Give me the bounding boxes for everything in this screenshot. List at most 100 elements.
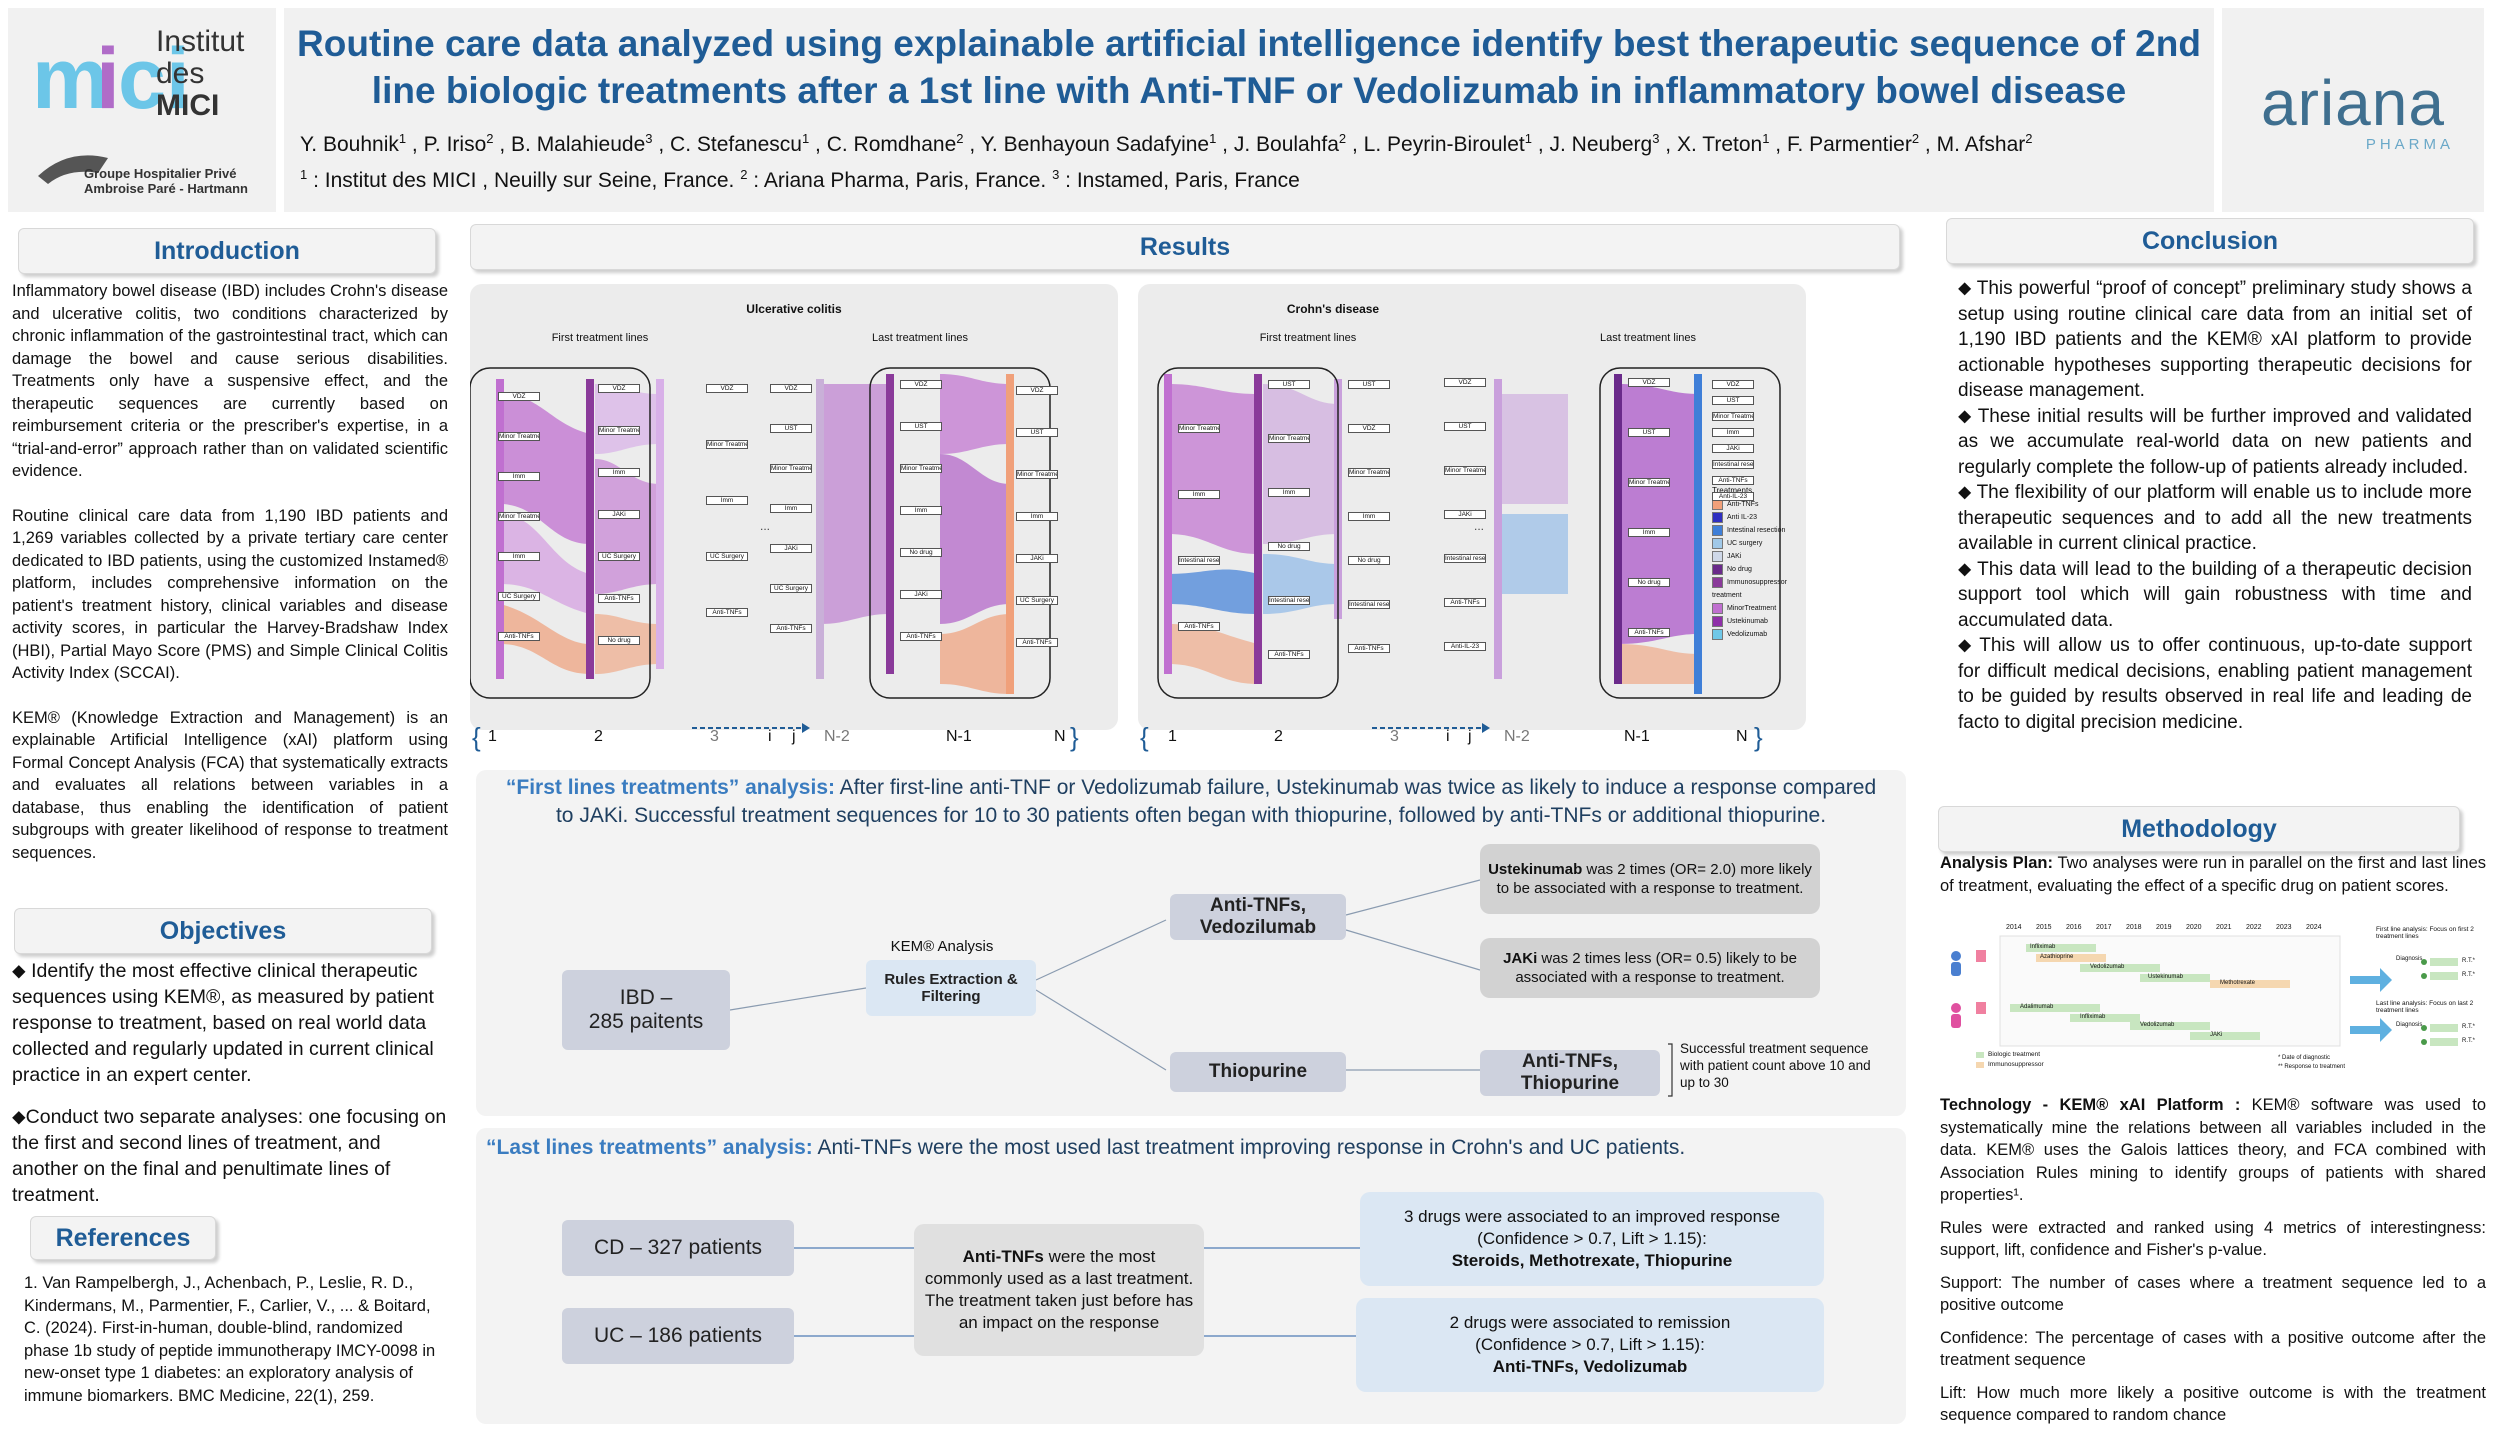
legend-label: Ustekinumab <box>1727 618 1768 625</box>
sankey-node-label: Anti-TNFs <box>1712 476 1754 485</box>
logo-sub1: Groupe Hospitalier Privé <box>84 166 237 181</box>
sankey-node-label: UC Surgery <box>598 552 640 561</box>
legend-item: Intestinal resection <box>1712 524 1804 537</box>
uc-node-col6 <box>1006 374 1014 694</box>
last-lines-connectors <box>794 1247 1360 1337</box>
poster-header: m i ci Institut des MICI Groupe Hospital… <box>8 8 2484 212</box>
sankey-node-label: Minor Treatment <box>900 464 942 473</box>
sankey-node-label: Intestinal resection <box>1444 554 1486 563</box>
sankey-node-label: No drug <box>900 548 942 557</box>
logo-line3: MICI <box>156 89 220 122</box>
sankey-node-label: Minor Treatment <box>1712 412 1754 421</box>
sankey-node-label: Anti-TNFs <box>1268 650 1310 659</box>
sankey-node-label: VDZ <box>1712 380 1754 389</box>
uc-axis-label-3: 3 <box>710 728 719 745</box>
treatment-legend: Treatments Anti-TNFs Anti IL-23 Intestinal… <box>1712 486 1804 641</box>
objective-item-1: ⬥ Identify the most effective clinical t… <box>12 960 434 1086</box>
author-affiliation-number: 1 <box>1209 131 1217 146</box>
sankey-node-label: Anti-TNFs <box>498 632 540 641</box>
jaki-bold: JAKi <box>1503 950 1538 967</box>
cd-axis-label-n2: N-2 <box>1504 728 1530 745</box>
cd-axis-label-i: i <box>1446 728 1450 745</box>
uc-axis-brace-right: } <box>1070 722 1079 752</box>
logo-line2: des <box>156 57 205 90</box>
conclusion-item-5: ⬥ This will allow us to offer continuous… <box>1958 635 2472 733</box>
legend-label: Anti IL-23 <box>1727 514 1757 521</box>
svg-text:m: m <box>32 31 108 127</box>
timeline-notes: * Date of diagnostic ** Response to trea… <box>2278 1054 2345 1072</box>
author-affiliation-number: 1 <box>1524 131 1532 146</box>
timeline-bar-label: Azathioprine <box>2040 954 2074 960</box>
institut-mici-logo: m i ci Institut des MICI Groupe Hospital… <box>8 8 276 212</box>
sankey-node-label: Anti-TNFs <box>1628 628 1670 637</box>
success-note: Successful treatment sequence with patie… <box>1680 1041 1871 1090</box>
sankey-node-label: Imm <box>498 552 540 561</box>
cd-first-bracket <box>1157 367 1339 699</box>
uc-node-col4 <box>816 379 824 679</box>
intro-paragraph-2: Routine clinical care data from 1,190 IB… <box>12 506 448 683</box>
uc-node-col2 <box>586 379 594 679</box>
legend-label: MinorTreatment <box>1727 605 1777 612</box>
sankey-node-label: Minor Treatment <box>598 426 640 435</box>
sankey-node-label: Imm <box>1628 528 1670 537</box>
author-affiliation-number: 2 <box>956 131 964 146</box>
uc-axis-label-1: 1 <box>488 728 497 745</box>
sankey-node-label: Minor Treatment <box>706 440 748 449</box>
lift-text: Lift: How much more likely a positive ou… <box>1940 1383 2486 1425</box>
legend-item: Vedolizumab <box>1712 628 1804 641</box>
sankey-node-label: VDZ <box>770 384 812 393</box>
sankey-node-label: Intestinal resection <box>1268 596 1310 605</box>
sankey-node-label: UC Surgery <box>706 552 748 561</box>
objectives-heading: Objectives <box>14 908 432 954</box>
timeline-bar-label: Adalimumab <box>2020 1004 2054 1010</box>
affiliation-number: 1 <box>300 167 308 182</box>
title-area: Routine care data analyzed using explain… <box>284 8 2214 212</box>
sankey-node-label: Imm <box>1016 512 1058 521</box>
remission-box: 2 drugs were associated to remission (Co… <box>1356 1298 1824 1392</box>
affiliation-number: 3 <box>1052 167 1060 182</box>
author-name: X. Treton <box>1676 133 1763 156</box>
cd-axis-brace-right: } <box>1754 722 1763 752</box>
methodology-heading: Methodology <box>1938 806 2460 852</box>
author-name: C. Romdhane <box>826 133 957 156</box>
logo-institut-text: Institut des MICI <box>156 26 244 122</box>
sankey-node-label: UST <box>1444 422 1486 431</box>
sankey-node-label: Anti-IL-23 <box>1712 492 1754 501</box>
logo-sub2: Ambroise Paré - Hartmann <box>84 181 248 196</box>
sankey-node-label: Imm <box>1712 428 1754 437</box>
box2-line2: (Confidence > 0.7, Lift > 1.15): <box>1475 1335 1705 1354</box>
sankey-node-label: Anti-TNFs <box>1348 644 1390 653</box>
diag-resp-2: R.T.* <box>2462 972 2476 978</box>
support-text: Support: The number of cases where a tre… <box>1940 1273 2486 1315</box>
sankey-node-label: Minor Treatment <box>1268 434 1310 443</box>
sankey-node-label: Intestinal resection <box>1348 600 1390 609</box>
references-body: 1. Van Rampelbergh, J., Achenbach, P., L… <box>24 1274 436 1405</box>
anti-tnf-thiopurine-box: Anti-TNFs, Thiopurine <box>1480 1050 1660 1096</box>
sankey-node-label: UST <box>1268 380 1310 389</box>
uc-ellipsis: ... <box>760 519 770 533</box>
timeline-year: 2019 <box>2156 924 2172 931</box>
affiliation-number: 2 <box>740 167 748 182</box>
sankey-node-label: Imm <box>1348 512 1390 521</box>
cd-first-lines-label: First treatment lines <box>1259 332 1357 344</box>
sankey-node-label: Anti-TNFs <box>1178 622 1220 631</box>
svg-text:ci: ci <box>118 31 190 127</box>
rules-text: Rules were extracted and ranked using 4 … <box>1940 1218 2486 1260</box>
timeline-graphic <box>1951 935 2458 1068</box>
diag-node-1: Diagnosis <box>2396 956 2423 962</box>
cd-ellipsis: ... <box>1474 519 1484 533</box>
uc-first-bracket <box>470 367 651 699</box>
box1-line3: Steroids, Methotrexate, Thiopurine <box>1451 1251 1733 1270</box>
logo-hospital-text: Groupe Hospitalier Privé Ambroise Paré -… <box>84 166 248 196</box>
sankey-node-label: JAKi <box>1712 444 1754 453</box>
first-lines-panel: “First lines treatments” analysis: After… <box>476 770 1906 1116</box>
sankey-node-label: Minor Treatment <box>1628 478 1670 487</box>
sankey-node-label: Minor Treatment <box>498 512 540 521</box>
timeline-bar-label: Vedolizumab <box>2090 964 2125 970</box>
legend-label: Immunosuppressor treatment <box>1712 579 1787 599</box>
timeline-bar-label: Infliximab <box>2080 1014 2106 1020</box>
cd-axis-arrow <box>1372 723 1490 733</box>
uc-axis-label-i: i <box>768 728 772 745</box>
diag-resp-3: R.T.* <box>2462 1024 2476 1030</box>
sankey-node-label: Minor Treatment <box>1444 466 1486 475</box>
